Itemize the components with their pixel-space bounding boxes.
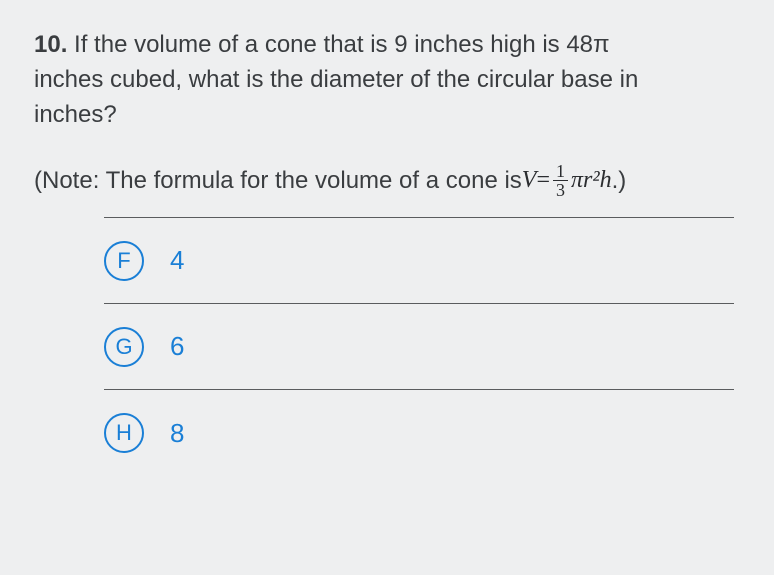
note-prefix: (Note: The formula for the volume of a c… [34,167,522,195]
options-list: F 4 G 6 H 8 [34,217,740,476]
volume-formula: V = 1 3 πr²h [522,162,612,199]
formula-equals: = [536,167,550,194]
option-row-F[interactable]: F 4 [104,218,734,304]
question-line-2: inches cubed, what is the diameter of th… [34,63,740,98]
formula-V: V [522,167,537,194]
question-block: 10. If the volume of a cone that is 9 in… [34,28,740,132]
option-value: 8 [170,418,184,449]
question-line-3: inches? [34,98,740,133]
formula-pir2h: πr²h [571,167,612,194]
option-letter-circle: F [104,241,144,281]
option-row-H[interactable]: H 8 [104,390,734,476]
option-letter: G [115,334,132,360]
option-letter-circle: H [104,413,144,453]
option-letter: H [116,420,132,446]
note-suffix: .) [612,167,627,195]
fraction-numerator: 1 [553,162,568,181]
fraction-denominator: 3 [553,181,568,199]
formula-note: (Note: The formula for the volume of a c… [34,162,740,199]
option-value: 4 [170,245,184,276]
question-text-1: If the volume of a cone that is 9 inches… [74,31,610,58]
question-number: 10. [34,31,67,58]
option-value: 6 [170,331,184,362]
option-row-G[interactable]: G 6 [104,304,734,390]
formula-fraction: 1 3 [553,162,568,199]
option-letter-circle: G [104,327,144,367]
question-line-1: 10. If the volume of a cone that is 9 in… [34,28,740,63]
option-letter: F [117,248,130,274]
